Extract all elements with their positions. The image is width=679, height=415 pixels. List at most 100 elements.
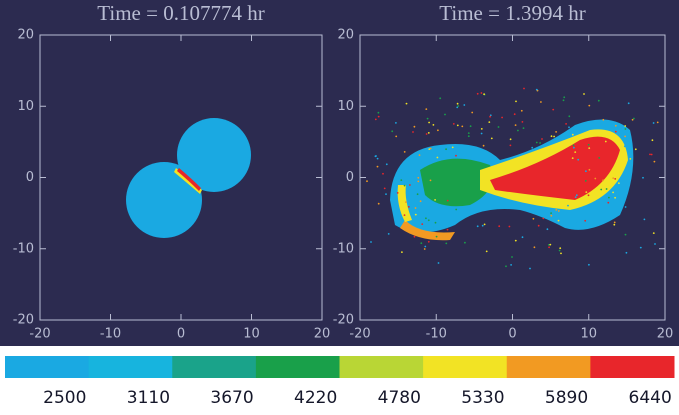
ejecta-dot (654, 243, 656, 245)
ejecta-dot (413, 235, 416, 238)
ejecta-dot (434, 221, 437, 224)
ejecta-dot (656, 121, 659, 124)
ejecta-dot (476, 225, 479, 228)
ejecta-dot (416, 193, 419, 196)
ejecta-dot (421, 160, 424, 163)
ejecta-dot (455, 154, 457, 157)
ejecta-dot (407, 206, 410, 208)
ejecta-dot (650, 153, 653, 156)
ejecta-dot (634, 148, 637, 151)
ejecta-dot (444, 113, 446, 116)
ejecta-dot (481, 224, 484, 227)
ejecta-dot (614, 178, 617, 180)
ejecta-dot (414, 207, 417, 209)
ejecta-dot (605, 188, 608, 190)
ejecta-dot (413, 125, 416, 128)
y-tick-label: -20 (13, 313, 34, 328)
ejecta-dot (490, 137, 493, 140)
ejecta-dot (588, 104, 591, 107)
ejecta-dot (418, 154, 421, 157)
ejecta-dot (567, 204, 569, 207)
ejecta-dot (520, 109, 523, 112)
colorbar-label: 3110 (127, 388, 170, 408)
ejecta-dot (572, 144, 575, 147)
ejecta-dot (523, 87, 525, 90)
ejecta-dot (624, 128, 627, 130)
ejecta-dot (446, 199, 449, 202)
ejecta-dot (403, 184, 406, 187)
x-tick-label: -20 (29, 327, 50, 342)
ejecta-dot (624, 206, 627, 208)
ejecta-dot (587, 143, 590, 146)
ejecta-dot (614, 130, 617, 133)
ejecta-dot (396, 192, 399, 194)
ejecta-dot (456, 102, 459, 105)
ejecta-dot (568, 115, 571, 118)
ejecta-dot (575, 220, 578, 223)
y-tick-label: 10 (337, 99, 354, 114)
x-tick-label: -10 (426, 327, 447, 342)
ejecta-dot (445, 148, 447, 151)
ejecta-dot (375, 155, 377, 157)
ejecta-dot (535, 141, 538, 144)
ejecta-dot (409, 184, 411, 186)
ejecta-dot (425, 108, 428, 110)
ejecta-dot (571, 133, 574, 136)
ejecta-dot (424, 245, 427, 248)
ejecta-dot (529, 267, 531, 270)
ejecta-dot (476, 92, 479, 95)
ejecta-dot (445, 242, 448, 245)
colorbar-segment (506, 356, 591, 378)
ejecta-dot (483, 223, 486, 226)
x-tick-label: 0 (177, 327, 185, 342)
ejecta-dot (625, 251, 628, 254)
blob-zone (490, 136, 620, 200)
ejecta-dot (376, 165, 379, 168)
ejecta-dot (564, 153, 567, 155)
ejecta-dot (482, 144, 485, 147)
ejecta-dot (511, 256, 513, 258)
y-tick-label: 20 (337, 28, 354, 43)
ejecta-dot (395, 135, 398, 138)
ejecta-dot (633, 117, 635, 120)
y-tick-label: -10 (333, 241, 354, 256)
ejecta-dot (515, 100, 517, 103)
ejecta-dot (531, 146, 534, 149)
ejecta-dot (446, 228, 449, 231)
blob-zone (420, 158, 493, 207)
ejecta-dot (550, 135, 553, 138)
ejecta-dot (535, 211, 538, 214)
ejecta-dot (498, 225, 501, 228)
ejecta-dot (653, 160, 656, 163)
ejecta-dot (631, 118, 634, 121)
ejecta-dot (618, 182, 620, 185)
x-tick-label: 10 (243, 327, 260, 342)
ejecta-dot (461, 125, 464, 128)
ejecta-dot (602, 118, 605, 121)
colorbar-label: 3670 (210, 388, 253, 408)
ejecta-dot (614, 196, 616, 199)
ejecta-dot (428, 121, 430, 124)
right-particles (366, 87, 659, 270)
ejecta-dot (456, 124, 459, 127)
ejecta-dot (532, 217, 535, 220)
axes: Time = 0.107774 hr-20 -10 0 10 20-20-1001020… (13, 1, 674, 342)
ejecta-dot (597, 99, 600, 102)
ejecta-dot (370, 241, 372, 243)
ejecta-dot (401, 251, 403, 254)
ejecta-dot (405, 201, 407, 204)
y-tick-label: -10 (13, 241, 34, 256)
ejecta-dot (624, 135, 626, 138)
ejecta-dot (587, 194, 590, 197)
colorbar-segment (88, 356, 173, 378)
ejecta-dot (521, 236, 524, 239)
ejecta-dot (602, 179, 604, 182)
star-blob (126, 162, 202, 238)
ejecta-dot (584, 180, 587, 182)
ejecta-dot (583, 93, 585, 95)
ejecta-dot (509, 138, 512, 141)
ejecta-dot (382, 172, 384, 175)
ejecta-dot (417, 176, 420, 179)
colorbar-segment (423, 356, 508, 378)
ejecta-dot (383, 187, 386, 190)
